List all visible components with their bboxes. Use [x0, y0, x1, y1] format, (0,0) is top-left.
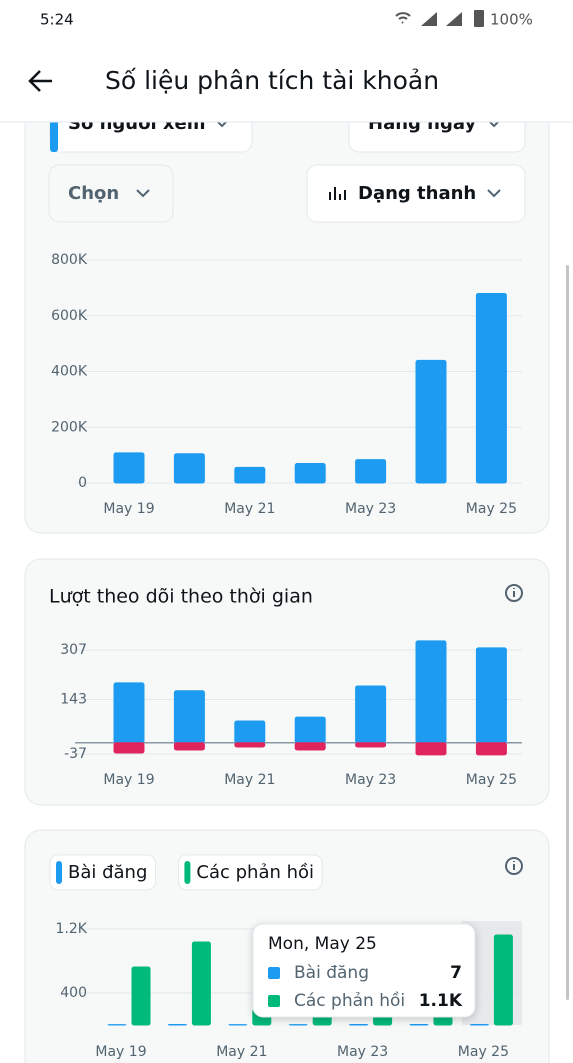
y-tick-label: 1.2K: [56, 921, 88, 937]
tooltip-box: [252, 923, 476, 1018]
battery-icon: [474, 10, 484, 27]
tooltip-swatch: [268, 967, 280, 979]
clock: 5:24: [40, 11, 74, 29]
bar: [469, 1023, 489, 1026]
bar: [113, 682, 145, 744]
x-tick-label: May 23: [345, 772, 396, 788]
legend-item[interactable]: Các phản hồi: [177, 854, 323, 891]
y-tick-label: 400K: [51, 364, 88, 380]
y-tick-label: -37: [64, 746, 87, 762]
x-tick-label: May 25: [458, 1044, 509, 1060]
bar: [234, 720, 266, 744]
bar: [493, 934, 513, 1026]
tooltip-value: 1.1K: [419, 991, 463, 1011]
x-tick-label: May 23: [345, 501, 396, 517]
dropdown[interactable]: [48, 164, 174, 223]
bar: [355, 685, 387, 744]
app-bar: [0, 0, 573, 122]
x-tick-label: May 25: [466, 772, 517, 788]
legend-chip: [177, 854, 323, 891]
x-tick-label: May 19: [95, 1044, 146, 1060]
tooltip-value: 7: [450, 963, 462, 983]
bar: [191, 941, 211, 1026]
signal-icon: [421, 12, 462, 26]
bar: [294, 462, 326, 484]
y-tick-label: 800K: [51, 252, 88, 268]
wifi-icon: [395, 12, 411, 24]
x-tick-label: May 21: [224, 772, 275, 788]
bar: [294, 742, 326, 751]
cards: Số người xem Hàng ngày Chọn Dạng thanh L…: [24, 89, 550, 1063]
bar: [234, 466, 266, 484]
tooltip-swatch: [268, 995, 280, 1007]
y-tick-label: 143: [60, 692, 87, 708]
bar: [113, 452, 145, 484]
legend-swatch: [184, 861, 191, 884]
bar: [355, 742, 387, 748]
y-tick-label: 307: [60, 642, 87, 658]
bar: [355, 459, 387, 484]
bar: [173, 742, 205, 751]
bar: [475, 647, 507, 744]
y-tick-label: 0: [78, 475, 87, 491]
x-tick-label: May 25: [466, 501, 517, 517]
x-tick-label: May 23: [337, 1044, 388, 1060]
info-icon[interactable]: [505, 857, 523, 875]
info-icon[interactable]: [505, 584, 523, 602]
bar: [475, 292, 507, 484]
x-tick-label: May 19: [103, 772, 154, 788]
y-tick-label: 200K: [51, 419, 88, 435]
bar: [131, 966, 151, 1026]
tooltip-label: Các phản hồi: [294, 990, 405, 1011]
chevron: [487, 189, 501, 198]
bar: [294, 716, 326, 744]
legend-chip: [49, 854, 156, 891]
x-tick-label: May 19: [103, 501, 154, 517]
legend-label: Bài đăng: [68, 862, 147, 883]
scrollbar: [566, 265, 569, 1000]
bar: [234, 742, 266, 748]
legend-item[interactable]: Bài đăng: [49, 854, 156, 891]
bar: [475, 742, 507, 756]
dropdown-label: Dạng thanh: [358, 183, 476, 204]
page-title: Số liệu phân tích tài khoản: [105, 66, 439, 95]
chart-title: Lượt theo dõi theo thời gian: [49, 586, 313, 608]
legend-label: Các phản hồi: [196, 862, 314, 883]
bar: [415, 742, 447, 756]
y-tick-label: 400: [60, 985, 87, 1001]
tooltip-label: Bài đăng: [294, 963, 369, 983]
bar: [113, 742, 145, 754]
card: [24, 89, 550, 534]
x-tick-label: May 21: [224, 501, 275, 517]
dropdown[interactable]: [306, 164, 526, 223]
dropdown-label: Chọn: [68, 183, 119, 204]
tooltip-title: Mon, May 25: [268, 934, 377, 954]
bar: [415, 640, 447, 744]
bar: [173, 690, 205, 744]
bar: [173, 453, 205, 484]
back-button[interactable]: [28, 70, 52, 92]
bar-icon: [329, 187, 346, 200]
battery-level: 100%: [490, 11, 533, 29]
tooltip: Mon, May 25 Bài đăng 7 Các phản hồi 1.1K: [252, 923, 476, 1018]
x-tick-label: May 21: [216, 1044, 267, 1060]
chevron: [136, 189, 150, 198]
legend-swatch: [56, 861, 62, 884]
bar: [415, 359, 447, 484]
y-tick-label: 600K: [51, 308, 88, 324]
